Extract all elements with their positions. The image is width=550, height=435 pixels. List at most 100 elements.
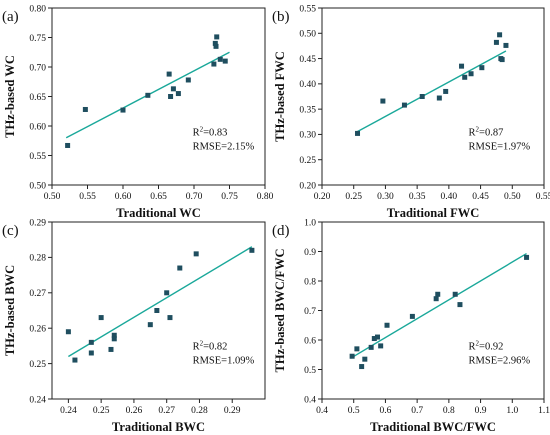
x-tick-label: 0.50 <box>44 192 61 202</box>
y-tick-label: 0.55 <box>29 152 46 162</box>
data-point <box>384 322 390 328</box>
y-tick-label: 0.20 <box>299 181 316 191</box>
data-point <box>375 334 380 340</box>
y-axis-title: THz-based BWC/FWC <box>273 249 287 373</box>
data-point <box>88 350 94 356</box>
y-tick-label: 0.55 <box>299 4 316 14</box>
data-point <box>222 58 228 64</box>
data-point <box>166 71 172 77</box>
y-tick-label: 0.28 <box>29 254 46 264</box>
fit-line <box>350 252 527 359</box>
data-point <box>380 98 386 104</box>
x-tick-label: 0.45 <box>472 192 489 202</box>
x-tick-label: 0.5 <box>348 406 360 416</box>
y-axis-title: THz-based FWC <box>273 51 287 142</box>
data-point <box>217 56 223 62</box>
panel-label: (a) <box>2 9 19 25</box>
y-axis-title: THz-based WC <box>3 55 17 138</box>
x-tick-label: 0.70 <box>186 192 203 202</box>
data-point <box>65 329 71 335</box>
panel-2: 0.20 0.25 0.30 0.35 0.40 0.45 0.50 0.55 0.20 0.25… <box>272 4 550 220</box>
x-tick-label: 0.28 <box>191 406 208 416</box>
y-tick-label: 0.9 <box>304 248 316 258</box>
panel-label: (d) <box>272 223 290 239</box>
data-point <box>164 290 170 296</box>
y-tick-label: 0.8 <box>304 277 316 287</box>
x-tick-label: 0.24 <box>60 406 77 416</box>
rmse-label: RMSE=2.15% <box>193 141 255 152</box>
x-tick-label: 0.26 <box>126 406 143 416</box>
fit-line <box>68 246 253 358</box>
plot-frame <box>51 221 266 400</box>
data-point <box>354 346 360 352</box>
data-point <box>457 302 463 308</box>
data-point <box>462 74 468 80</box>
data-point <box>355 130 361 136</box>
x-tick-label: 0.9 <box>475 406 487 416</box>
y-tick-label: 0.5 <box>304 366 316 376</box>
data-point <box>145 92 151 98</box>
y-tick-label: 0.25 <box>299 156 316 166</box>
x-axis-title: Traditional WC <box>116 206 201 220</box>
y-tick-label: 0.65 <box>29 93 46 103</box>
x-axis-title: Traditional BWC/FWC <box>370 420 496 434</box>
x-axis-title: Traditional BWC <box>112 420 205 434</box>
data-point <box>167 315 173 321</box>
data-point <box>88 339 94 345</box>
x-tick-label: 0.30 <box>377 192 394 202</box>
data-point <box>362 356 368 362</box>
y-tick-label: 0.4 <box>304 395 316 405</box>
data-point <box>409 313 415 319</box>
y-tick-label: 0.80 <box>29 4 46 14</box>
data-point <box>214 34 220 40</box>
data-point <box>213 43 219 49</box>
panel-label: (c) <box>2 223 19 239</box>
y-tick-label: 0.45 <box>299 55 316 65</box>
y-tick-label: 0.70 <box>29 63 46 73</box>
data-point <box>459 63 465 69</box>
data-point <box>359 364 365 370</box>
data-point <box>193 251 199 257</box>
x-tick-label: 0.55 <box>79 192 96 202</box>
data-point <box>175 91 181 97</box>
x-tick-label: 0.8 <box>443 406 455 416</box>
y-tick-label: 0.25 <box>29 360 46 370</box>
x-tick-label: 0.6 <box>379 406 391 416</box>
data-point <box>108 346 114 352</box>
y-tick-label: 0.35 <box>299 105 316 115</box>
data-point <box>378 343 384 349</box>
rmse-label: RMSE=1.97% <box>469 141 531 152</box>
data-point <box>212 40 218 46</box>
x-tick-label: 0.35 <box>409 192 426 202</box>
y-tick-label: 0.30 <box>299 131 316 141</box>
y-tick-label: 0.26 <box>29 325 46 335</box>
x-tick-label: 0.20 <box>314 192 331 202</box>
panel-4: 0.4 0.5 0.6 0.7 0.8 0.9 1.0 1.1 0.4 0.5 0.6 0.7 0.8 0… <box>272 218 550 434</box>
y-tick-label: 0.24 <box>29 395 46 405</box>
y-tick-label: 0.7 <box>304 307 316 317</box>
data-point <box>170 86 176 92</box>
data-point <box>503 42 509 48</box>
data-point <box>154 308 160 313</box>
x-tick-label: 0.40 <box>441 192 458 202</box>
data-point <box>168 94 174 99</box>
y-tick-label: 0.50 <box>29 181 46 191</box>
x-tick-label: 0.27 <box>158 406 175 416</box>
x-tick-label: 1.1 <box>538 406 550 416</box>
y-axis-title: THz-based BWC <box>3 265 17 356</box>
x-tick-label: 0.25 <box>345 192 362 202</box>
data-point <box>111 332 117 338</box>
x-tick-label: 0.7 <box>411 406 423 416</box>
data-point <box>468 71 474 77</box>
data-point <box>349 353 355 359</box>
data-point <box>433 296 439 302</box>
data-point <box>435 291 441 297</box>
data-point <box>98 315 104 321</box>
x-tick-label: 0.50 <box>504 192 521 202</box>
x-tick-label: 1.0 <box>506 406 518 416</box>
data-point <box>120 107 126 113</box>
y-tick-label: 0.50 <box>299 30 316 40</box>
data-point <box>524 254 530 260</box>
x-tick-label: 0.29 <box>224 406 241 416</box>
panel-1: 0.50 0.55 0.60 0.65 0.70 0.75 0.80 0.50 0.55 0.60… <box>2 4 274 220</box>
